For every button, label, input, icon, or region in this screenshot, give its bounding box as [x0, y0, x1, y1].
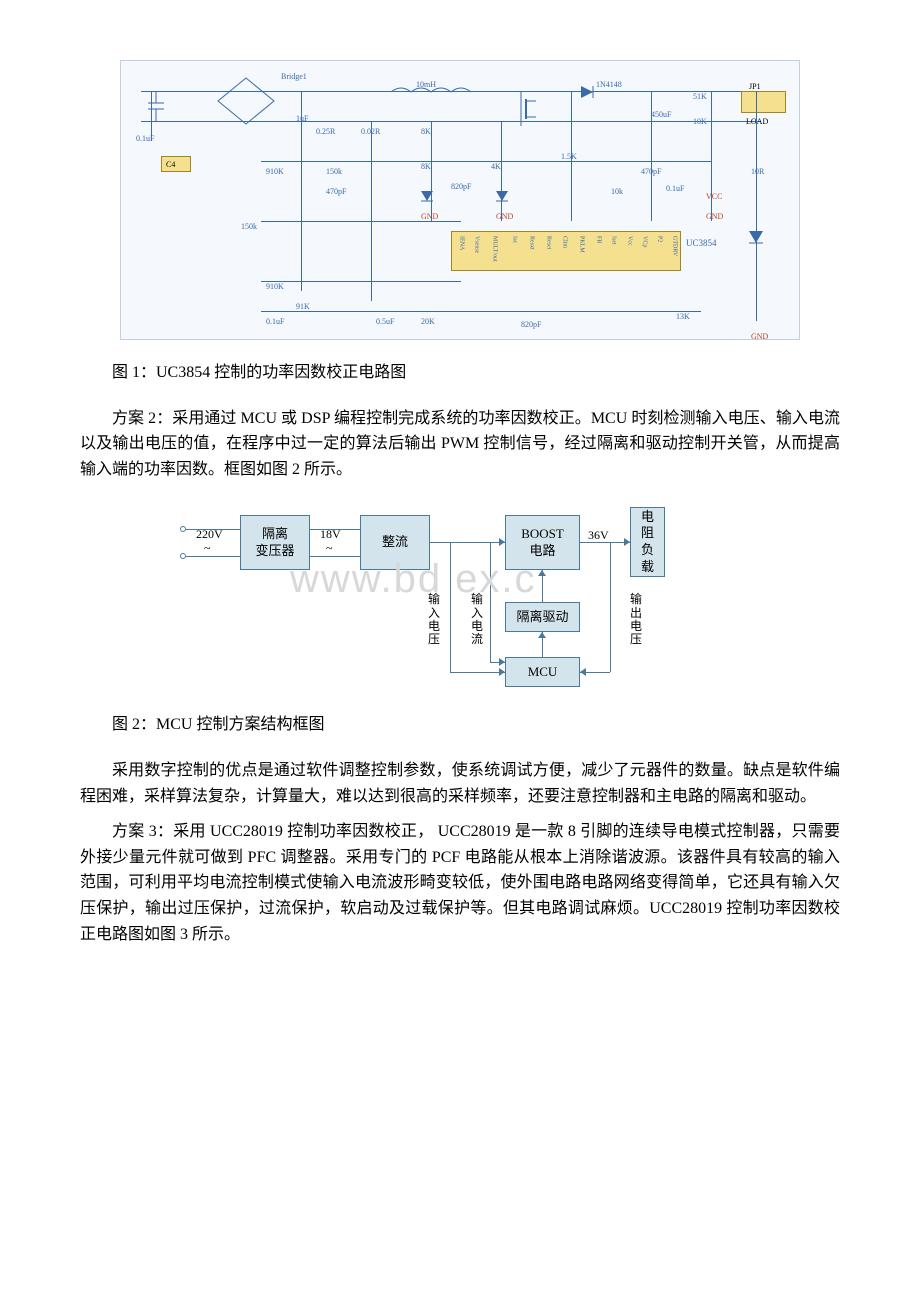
- r-13k-label: 13K: [676, 311, 690, 324]
- r-51k-label: 51K: [693, 91, 707, 104]
- label-36v: 36V: [588, 528, 609, 542]
- r-8k2-label: 8K: [421, 161, 431, 174]
- r-150k2-label: 150k: [241, 221, 257, 234]
- r-910k-label: 910K: [266, 166, 284, 179]
- r-025r2-label: 0.25R: [316, 126, 335, 139]
- c4-label: C4: [166, 159, 175, 172]
- label-220v: 220V: [196, 527, 223, 541]
- r-10k2-label: 10k: [611, 186, 623, 199]
- pin-fb: FB: [593, 236, 603, 243]
- load-label-box: 电阻负载: [641, 509, 654, 577]
- label-iin: 输入电流: [471, 593, 483, 646]
- pin-mult: MULT/out: [489, 236, 499, 262]
- pin-gtdrv: GTDRV: [669, 236, 679, 256]
- transformer-box: 隔离变压器: [240, 515, 310, 570]
- pin-resxt: Resxt: [526, 236, 536, 250]
- cap-820pf2-label: 820pF: [521, 319, 541, 332]
- cap-450uf-label: 450uF: [651, 109, 671, 122]
- uc3854-label: UC3854: [686, 236, 717, 250]
- pin-clim: Clim: [559, 236, 569, 248]
- r-4k-label: 4K: [491, 161, 501, 174]
- bridge-rectifier: [216, 76, 276, 126]
- pin-p2: P2: [654, 236, 664, 242]
- pin-vcp: VCp: [639, 236, 649, 247]
- figure1-schematic: Bridge1 0.1uF C4 10mH 1N4148 450uF 51K 1…: [120, 60, 800, 340]
- cap-05uf-label: 0.5uF: [376, 316, 394, 329]
- scheme3-paragraph: 方案 3：采用 UCC28019 控制功率因数校正， UCC28019 是一款 …: [80, 819, 840, 947]
- r-10r-label: 10R: [751, 166, 764, 179]
- digital-paragraph: 采用数字控制的优点是通过软件调整控制参数，使系统调试方便，减少了元器件的数量。缺…: [80, 758, 840, 809]
- jp1-label: JP1: [749, 81, 761, 94]
- pin-iac: Iac: [509, 236, 519, 243]
- gnd2-label: GND: [496, 211, 513, 224]
- pin-pklm: PKLM: [576, 236, 586, 253]
- pin-reset: Reset: [543, 236, 553, 249]
- cap-1uf-label: 1uF: [296, 113, 308, 126]
- r-150k-label: 150k: [326, 166, 342, 179]
- pin-iena: IENA: [456, 236, 466, 250]
- figure1-caption: 图 1：UC3854 控制的功率因数校正电路图: [80, 360, 840, 386]
- driver-label: 隔离驱动: [516, 609, 568, 626]
- load-box: 电阻负载: [630, 507, 665, 577]
- figure2-caption: 图 2：MCU 控制方案结构框图: [80, 712, 840, 738]
- driver-box: 隔离驱动: [505, 602, 580, 632]
- transformer-label: 隔离变压器: [255, 526, 294, 560]
- pin-vsense: Vsense: [471, 236, 481, 253]
- scheme2-paragraph: 方案 2：采用通过 MCU 或 DSP 编程控制完成系统的功率因数校正。MCU …: [80, 406, 840, 483]
- vcc-label: VCC: [706, 191, 722, 204]
- label-tilde2: ~: [326, 541, 333, 555]
- r-8k-label: 8K: [421, 126, 431, 139]
- figure2-diagram: www.bd ex.c 220V ~ 隔离变压器 18V ~ 整流 BOOST电…: [180, 497, 740, 697]
- pin-iset: Iset: [608, 236, 618, 245]
- label-18v: 18V: [320, 527, 341, 541]
- bridge-label: Bridge1: [281, 71, 307, 84]
- cap-470pf-label: 470pF: [326, 186, 346, 199]
- load-label: LOAD: [746, 116, 768, 129]
- rectifier-box: 整流: [360, 515, 430, 570]
- r-20k-label: 20K: [421, 316, 435, 329]
- label-tilde1: ~: [204, 541, 211, 555]
- boost-box: BOOST电路: [505, 515, 580, 570]
- r-10k-label: 10K: [693, 116, 707, 129]
- cap-01uf2-label: 0.1uF: [666, 183, 684, 196]
- gnd4-label: GND: [751, 331, 768, 344]
- rectifier-label: 整流: [382, 534, 408, 551]
- gnd3-label: GND: [706, 211, 723, 224]
- label-vout: 输出电压: [630, 593, 642, 646]
- boost-label: BOOST电路: [521, 526, 564, 560]
- pin-vcc: Vcc: [624, 236, 634, 246]
- mcu-box: MCU: [505, 657, 580, 687]
- label-vin: 输入电压: [428, 593, 440, 646]
- r-910k2-label: 910K: [266, 281, 284, 294]
- cap-820pf-label: 820pF: [451, 181, 471, 194]
- jp1-connector: [741, 91, 786, 113]
- mcu-label: MCU: [528, 664, 558, 681]
- cap-01uf3-label: 0.1uF: [266, 316, 284, 329]
